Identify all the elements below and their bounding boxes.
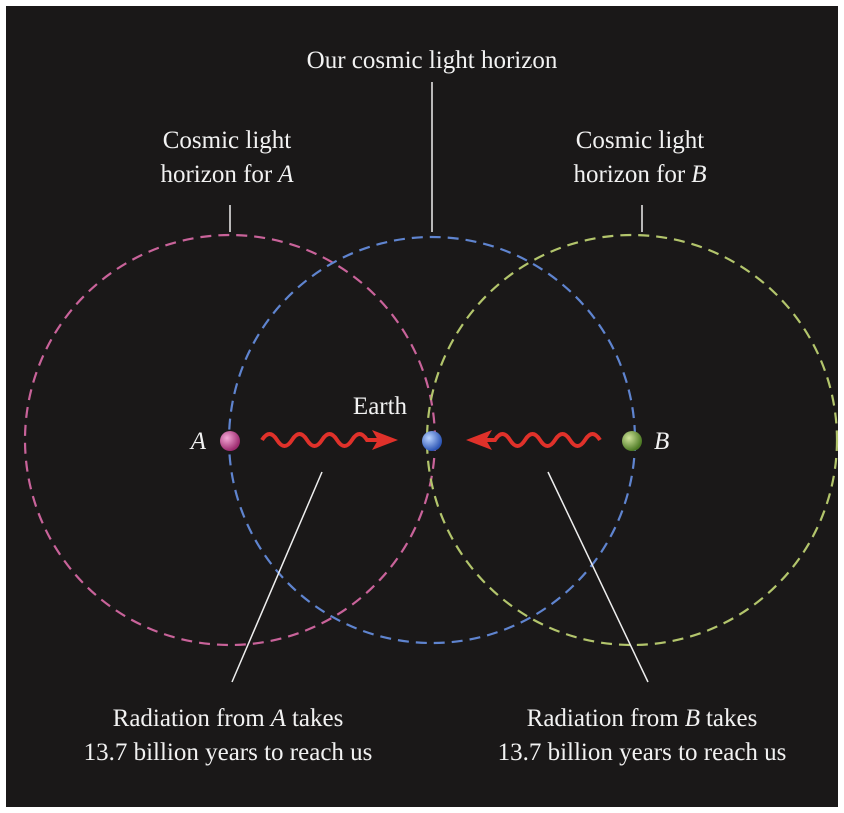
radiation-a-line2: 13.7 billion years to reach us (84, 739, 373, 766)
text: takes (292, 705, 343, 732)
earth-point (422, 431, 442, 451)
point-b-label: B (654, 428, 669, 455)
horizon-b-line1: Cosmic light (576, 127, 705, 154)
horizon-b-line2: horizon for B (573, 161, 706, 188)
text: B (691, 161, 706, 188)
wave-arrow (482, 432, 602, 448)
horizon-a-line1: Cosmic light (163, 127, 292, 154)
text: Radiation from (113, 705, 266, 732)
wave-arrow (260, 432, 382, 448)
text: horizon for (160, 161, 272, 188)
background (6, 6, 838, 807)
text: A (269, 705, 287, 732)
text: takes (706, 705, 757, 732)
point-b (622, 431, 642, 451)
text: horizon for (573, 161, 685, 188)
pointer (231, 471, 323, 683)
text: A (276, 161, 294, 188)
arrow-head (466, 430, 492, 450)
arrow-head (372, 430, 398, 450)
pointer (547, 471, 649, 683)
horizon-a-line2: horizon for A (160, 161, 294, 188)
horizon-b-circle (425, 233, 839, 647)
radiation-b-line2: 13.7 billion years to reach us (498, 739, 787, 766)
earth-label: Earth (353, 393, 408, 420)
text: Radiation from (527, 705, 680, 732)
text: B (685, 705, 700, 732)
point-a-label: A (189, 428, 207, 455)
point-a (220, 431, 240, 451)
our-horizon-label: Our cosmic light horizon (307, 47, 558, 74)
